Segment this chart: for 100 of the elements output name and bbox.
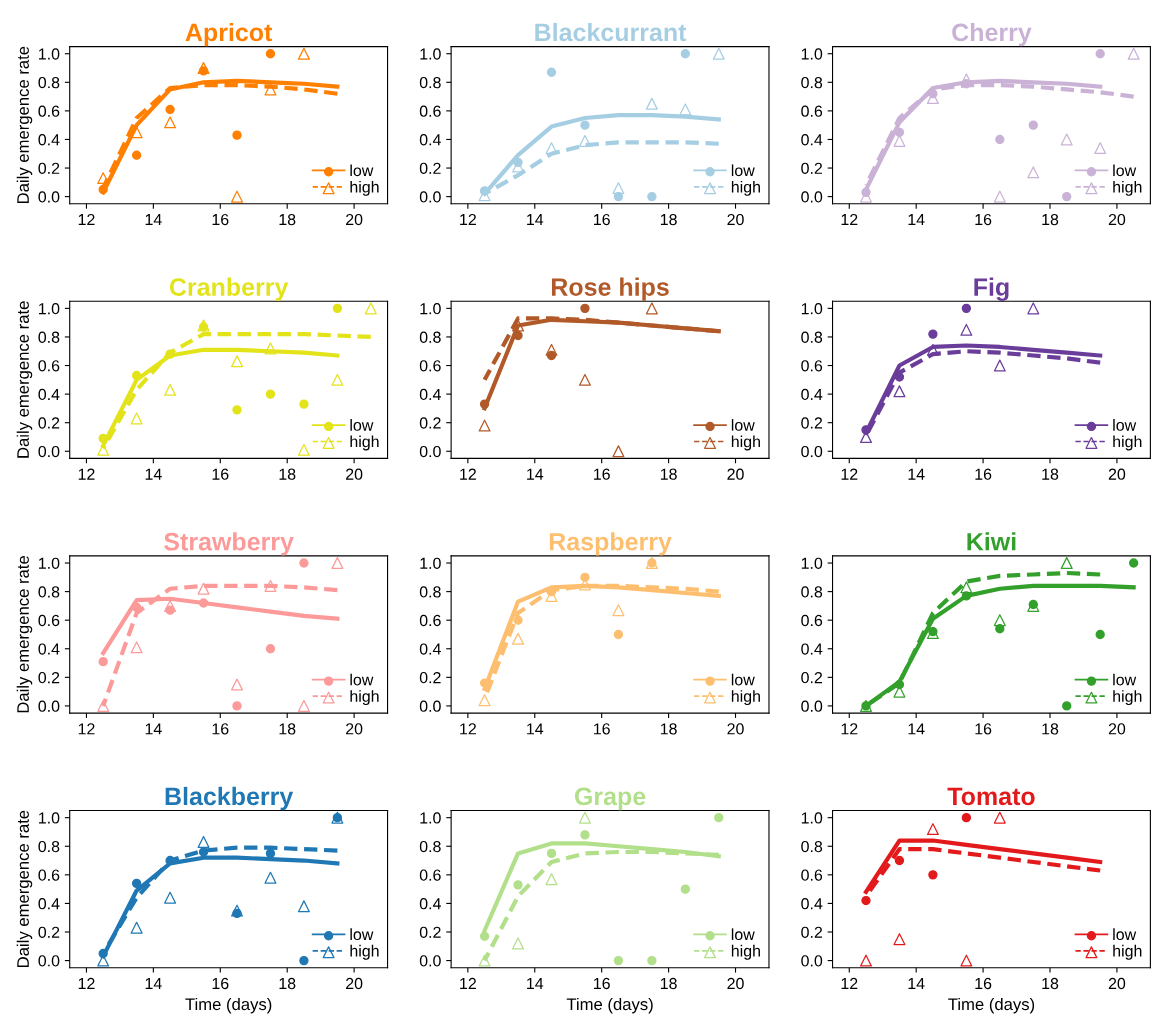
- point: [130, 412, 143, 425]
- y-tick-label: 0.2: [38, 417, 60, 429]
- point: [580, 303, 590, 314]
- y-tick-label: 0.0: [419, 445, 441, 458]
- y-tick-label: 0.4: [38, 643, 60, 655]
- point: [1062, 191, 1072, 202]
- point: [512, 632, 525, 645]
- y-tick-label: 1.0: [801, 48, 823, 60]
- point: [164, 383, 177, 396]
- x-tick-label: 16: [212, 723, 229, 735]
- y-tick-label: 0.8: [38, 331, 60, 343]
- x-tick-label: 18: [660, 723, 677, 735]
- x-tick-label: 12: [841, 723, 858, 735]
- point: [231, 678, 244, 691]
- y-tick-label: 0.4: [419, 898, 441, 910]
- point: [612, 182, 625, 195]
- point: [299, 399, 309, 409]
- y-tick-label: 0.8: [801, 76, 823, 89]
- x-tick-label: 14: [145, 214, 162, 226]
- point: [264, 871, 277, 884]
- legend-label: low: [731, 419, 755, 431]
- point: [513, 880, 523, 890]
- y-tick-label: 0.4: [419, 134, 441, 146]
- legend-label: high: [350, 944, 379, 960]
- x-tick-label: 12: [78, 213, 95, 226]
- point: [131, 150, 142, 160]
- point: [165, 104, 175, 115]
- x-tick-label: 18: [1042, 213, 1059, 226]
- x-axis-title: Time (days): [948, 997, 1035, 1014]
- x-tick-label: 20: [1108, 213, 1126, 226]
- y-tick-label: 0.4: [801, 898, 823, 910]
- chart-title: Apricot: [185, 22, 273, 47]
- x-tick-label: 18: [279, 723, 296, 735]
- x-tick-label: 12: [841, 468, 858, 480]
- chart-title: Grape: [574, 787, 646, 811]
- legend-label: high: [350, 435, 379, 451]
- y-axis-title: Daily emergence rate: [16, 810, 33, 967]
- x-tick-label: 12: [78, 468, 95, 480]
- point: [1127, 47, 1140, 60]
- point: [647, 955, 657, 966]
- y-tick-label: 1.0: [420, 303, 441, 315]
- x-tick-label: 12: [460, 468, 476, 480]
- point: [893, 933, 906, 946]
- point: [580, 120, 590, 130]
- y-tick-label: 0.0: [419, 700, 441, 712]
- point: [131, 370, 142, 381]
- point: [712, 47, 725, 60]
- point: [894, 855, 905, 866]
- point: [297, 699, 310, 712]
- x-tick-label: 12: [78, 977, 95, 990]
- point: [297, 900, 310, 913]
- x-tick-label: 20: [727, 723, 744, 735]
- point: [478, 419, 491, 432]
- point: [265, 389, 276, 399]
- legend-label: high: [1113, 435, 1142, 451]
- legend-label: low: [731, 164, 755, 177]
- x-tick-label: 12: [78, 723, 95, 735]
- point: [1095, 49, 1105, 59]
- x-tick-label: 20: [346, 977, 363, 990]
- y-tick-label: 0.0: [801, 700, 823, 712]
- y-tick-label: 1.0: [420, 812, 441, 824]
- x-tick-label: 14: [908, 978, 925, 990]
- x-tick-label: 20: [346, 468, 363, 480]
- y-tick-label: 1.0: [39, 557, 60, 569]
- point: [714, 813, 724, 823]
- x-tick-label: 14: [527, 978, 544, 990]
- point: [926, 823, 939, 836]
- y-tick-label: 0.8: [419, 586, 441, 598]
- x-tick-label: 16: [975, 723, 992, 735]
- x-tick-label: 16: [212, 213, 229, 226]
- y-axis-title: Daily emergence rate: [16, 301, 33, 458]
- y-tick-label: 0.4: [801, 643, 823, 655]
- point: [232, 701, 242, 711]
- x-axis-title: Time (days): [185, 997, 272, 1014]
- legend-label: high: [1113, 180, 1142, 196]
- point: [928, 870, 938, 880]
- point: [297, 47, 310, 60]
- point: [513, 615, 523, 625]
- point: [331, 557, 344, 570]
- y-tick-label: 0.0: [801, 191, 823, 203]
- y-tick-label: 1.0: [801, 812, 823, 824]
- point: [960, 323, 973, 336]
- y-tick-label: 0.6: [801, 360, 823, 372]
- point: [1062, 701, 1072, 711]
- legend-label: high: [1113, 944, 1142, 960]
- y-tick-label: 0.0: [38, 445, 60, 458]
- x-tick-label: 12: [460, 723, 476, 735]
- legend-label: low: [1113, 928, 1137, 941]
- point: [165, 855, 175, 866]
- legend-label: high: [350, 180, 379, 196]
- point: [893, 385, 906, 398]
- y-tick-label: 0.6: [38, 360, 60, 372]
- x-tick-label: 14: [908, 214, 925, 226]
- point: [1128, 558, 1139, 568]
- point: [546, 848, 557, 859]
- chart-title: Strawberry: [164, 532, 294, 556]
- x-tick-label: 18: [279, 977, 296, 990]
- chart-title: Blackberry: [165, 786, 294, 811]
- point: [961, 303, 972, 314]
- point: [679, 103, 692, 116]
